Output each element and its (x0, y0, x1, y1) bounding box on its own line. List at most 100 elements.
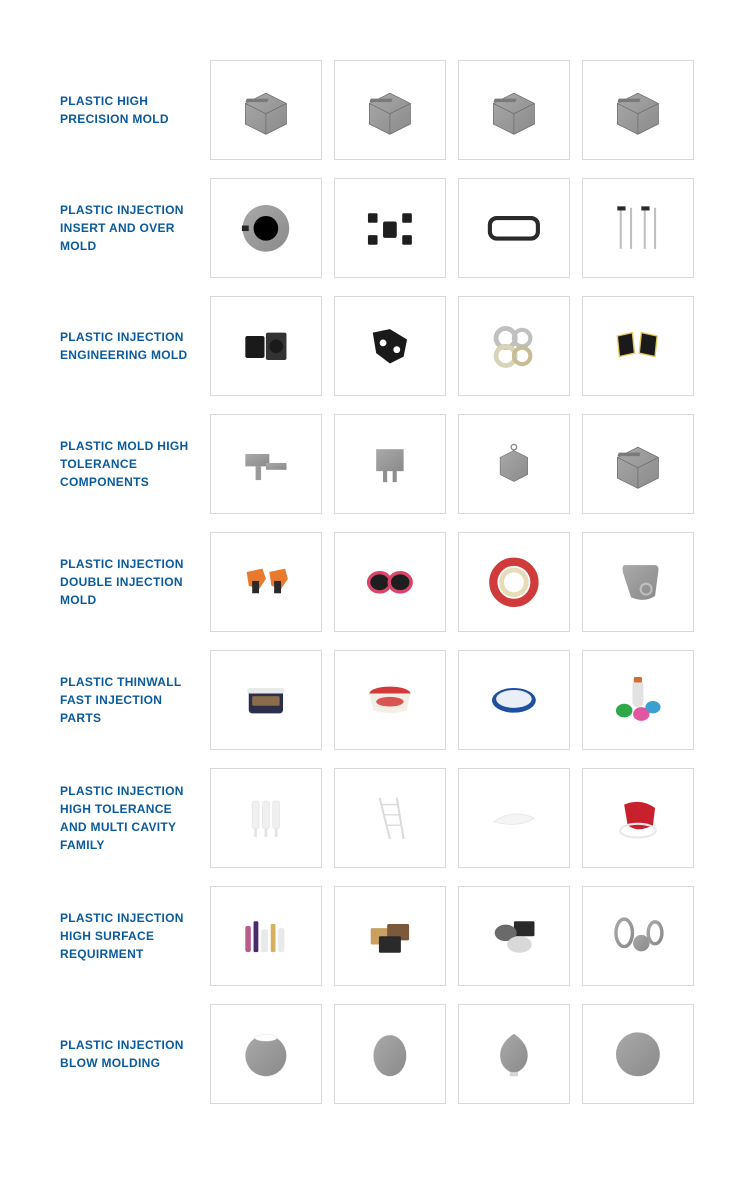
wallets-icon (347, 902, 433, 971)
rings-icon (471, 312, 557, 381)
assembly-icon (223, 430, 309, 499)
product-thumbnail[interactable] (582, 296, 694, 396)
category-grid: PLASTIC HIGH PRECISION MOLD PLASTIC INJEC… (60, 60, 720, 1104)
product-thumbnail[interactable] (210, 414, 322, 514)
container-icon (223, 666, 309, 735)
thumbnail-group (210, 1004, 694, 1104)
mold-block-icon (595, 76, 681, 145)
product-thumbnail[interactable] (582, 60, 694, 160)
category-label[interactable]: PLASTIC INJECTION HIGH SURFACE REQUIRMEN… (60, 909, 210, 963)
product-thumbnail[interactable] (458, 650, 570, 750)
strap-pair-icon (347, 548, 433, 617)
product-thumbnail[interactable] (334, 886, 446, 986)
category-label[interactable]: PLASTIC INJECTION ENGINEERING MOLD (60, 328, 210, 364)
product-thumbnail[interactable] (582, 1004, 694, 1104)
thumbnail-group (210, 296, 694, 396)
product-thumbnail[interactable] (458, 886, 570, 986)
category-row: PLASTIC INJECTION ENGINEERING MOLD (60, 296, 720, 396)
pad-icon (595, 548, 681, 617)
round-part-icon (223, 194, 309, 263)
product-thumbnail[interactable] (334, 414, 446, 514)
product-thumbnail[interactable] (210, 296, 322, 396)
thumbnail-group (210, 60, 694, 160)
visor-icon (595, 784, 681, 853)
thumbnail-group (210, 532, 694, 632)
thumbnail-group (210, 650, 694, 750)
product-thumbnail[interactable] (582, 768, 694, 868)
product-thumbnail[interactable] (582, 650, 694, 750)
product-thumbnail[interactable] (334, 650, 446, 750)
tub-icon (347, 666, 433, 735)
product-thumbnail[interactable] (210, 650, 322, 750)
motor-part-icon (223, 312, 309, 381)
lens-icon (471, 784, 557, 853)
egg-icon (347, 1020, 433, 1089)
sphere-cut-icon (223, 1020, 309, 1089)
panels-icon (595, 312, 681, 381)
category-row: PLASTIC INJECTION BLOW MOLDING (60, 1004, 720, 1104)
product-thumbnail[interactable] (582, 532, 694, 632)
rods-icon (595, 194, 681, 263)
ladder-icon (347, 784, 433, 853)
category-label[interactable]: PLASTIC INJECTION BLOW MOLDING (60, 1036, 210, 1072)
product-thumbnail[interactable] (582, 414, 694, 514)
gold-set-icon (595, 902, 681, 971)
product-thumbnail[interactable] (210, 178, 322, 278)
product-thumbnail[interactable] (334, 60, 446, 160)
category-row: PLASTIC INJECTION HIGH TOLERANCE AND MUL… (60, 768, 720, 868)
compacts-icon (471, 902, 557, 971)
product-thumbnail[interactable] (334, 532, 446, 632)
category-row: PLASTIC MOLD HIGH TOLERANCE COMPONENTS (60, 414, 720, 514)
category-row: PLASTIC INJECTION HIGH SURFACE REQUIRMEN… (60, 886, 720, 986)
product-thumbnail[interactable] (582, 886, 694, 986)
finial-icon (471, 1020, 557, 1089)
frame-icon (471, 194, 557, 263)
product-thumbnail[interactable] (210, 886, 322, 986)
tub-oval-icon (471, 666, 557, 735)
product-thumbnail[interactable] (458, 532, 570, 632)
sphere-icon (595, 1020, 681, 1089)
product-thumbnail[interactable] (458, 768, 570, 868)
product-thumbnail[interactable] (210, 768, 322, 868)
product-thumbnail[interactable] (334, 178, 446, 278)
tool-pair-icon (223, 548, 309, 617)
parts-set-icon (347, 194, 433, 263)
mold-block-icon (595, 430, 681, 499)
category-label[interactable]: PLASTIC INJECTION DOUBLE INJECTION MOLD (60, 555, 210, 609)
product-thumbnail[interactable] (210, 60, 322, 160)
category-row: PLASTIC HIGH PRECISION MOLD (60, 60, 720, 160)
mold-block-icon (223, 76, 309, 145)
syringes-icon (223, 784, 309, 853)
category-label[interactable]: PLASTIC HIGH PRECISION MOLD (60, 92, 210, 128)
product-thumbnail[interactable] (458, 178, 570, 278)
product-thumbnail[interactable] (334, 296, 446, 396)
mold-block-icon (347, 76, 433, 145)
product-thumbnail[interactable] (334, 1004, 446, 1104)
category-row: PLASTIC INJECTION DOUBLE INJECTION MOLD (60, 532, 720, 632)
product-thumbnail[interactable] (458, 1004, 570, 1104)
product-thumbnail[interactable] (210, 1004, 322, 1104)
category-label[interactable]: PLASTIC INJECTION INSERT AND OVER MOLD (60, 201, 210, 255)
category-label[interactable]: PLASTIC MOLD HIGH TOLERANCE COMPONENTS (60, 437, 210, 491)
thumbnail-group (210, 886, 694, 986)
bottle-set-icon (595, 666, 681, 735)
thumbnail-group (210, 414, 694, 514)
bracket-icon (347, 312, 433, 381)
product-thumbnail[interactable] (210, 532, 322, 632)
thumbnail-group (210, 768, 694, 868)
mold-block-icon (471, 76, 557, 145)
product-thumbnail[interactable] (458, 414, 570, 514)
thumbnail-group (210, 178, 694, 278)
category-label[interactable]: PLASTIC INJECTION HIGH TOLERANCE AND MUL… (60, 782, 210, 854)
category-row: PLASTIC INJECTION INSERT AND OVER MOLD (60, 178, 720, 278)
product-thumbnail[interactable] (582, 178, 694, 278)
product-thumbnail[interactable] (458, 296, 570, 396)
product-thumbnail[interactable] (458, 60, 570, 160)
mold-small-icon (471, 430, 557, 499)
category-row: PLASTIC THINWALL FAST INJECTION PARTS (60, 650, 720, 750)
cosmetics-icon (223, 902, 309, 971)
product-thumbnail[interactable] (334, 768, 446, 868)
category-label[interactable]: PLASTIC THINWALL FAST INJECTION PARTS (60, 673, 210, 727)
ring-red-icon (471, 548, 557, 617)
fixture-icon (347, 430, 433, 499)
